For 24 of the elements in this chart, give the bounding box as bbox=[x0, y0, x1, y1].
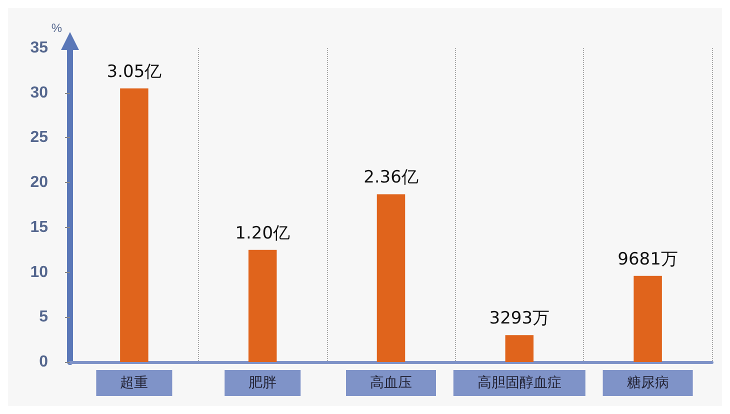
y-axis-title: % bbox=[51, 21, 62, 35]
bar bbox=[505, 335, 534, 362]
x-tick-label: 高血压 bbox=[370, 375, 412, 391]
y-tick-label: 25 bbox=[30, 129, 48, 146]
y-tick-label: 30 bbox=[30, 84, 48, 102]
annotation: 3.05亿 bbox=[106, 62, 162, 82]
bar bbox=[376, 194, 406, 362]
x-tick-label: 高胆固醇血症 bbox=[477, 375, 562, 391]
y-tick-label: 15 bbox=[30, 218, 48, 236]
x-tick-label: 糖尿病 bbox=[626, 375, 669, 391]
x-tick-label: 超重 bbox=[120, 375, 148, 391]
bar bbox=[634, 276, 662, 362]
y-tick-label: 20 bbox=[30, 174, 48, 192]
bar bbox=[120, 88, 148, 362]
annotation: 3293万 bbox=[489, 308, 550, 329]
y-tick-label: 0 bbox=[39, 354, 48, 370]
bar bbox=[248, 250, 277, 362]
y-tick-label: 35 bbox=[30, 40, 48, 56]
y-tick-label: 10 bbox=[30, 264, 48, 281]
annotation: 2.36亿 bbox=[364, 168, 418, 188]
y-tick-label: 5 bbox=[39, 308, 48, 326]
annotation: 1.20亿 bbox=[235, 223, 290, 244]
annotation: 9681万 bbox=[618, 249, 678, 270]
x-tick-label: 肥胖 bbox=[248, 375, 277, 391]
